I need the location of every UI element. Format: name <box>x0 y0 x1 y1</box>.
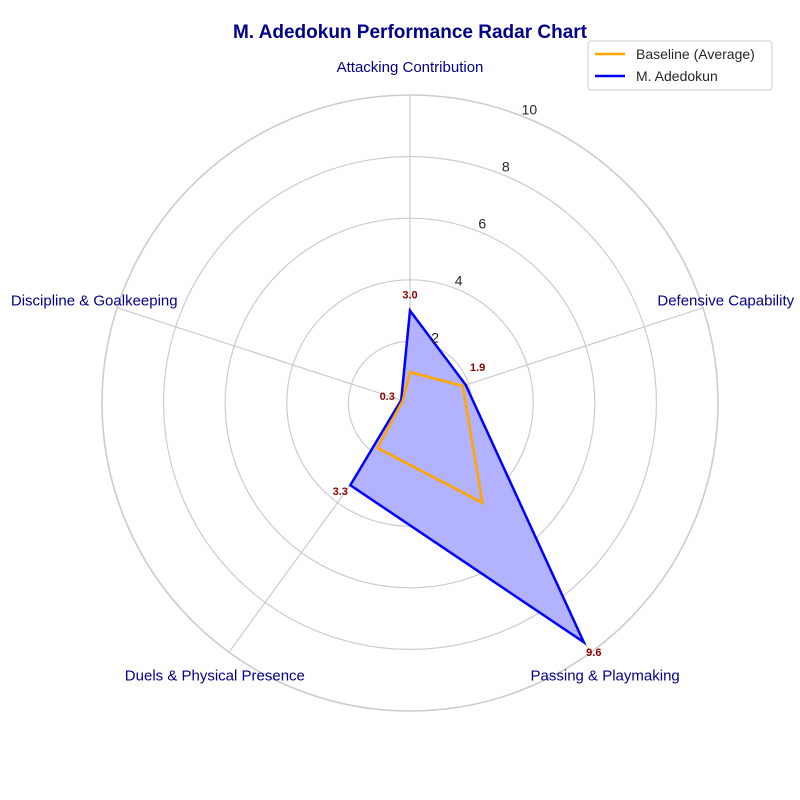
radar-labels: 2 4 6 8 10 Attacking Contribution Defensive Ca… <box>11 59 795 685</box>
axis-label: Duels & Physical Presence <box>125 668 305 685</box>
legend-label: M. Adedokun <box>636 68 718 84</box>
series-line-1 <box>348 307 587 646</box>
series-fill-1 <box>350 310 584 643</box>
value-label: 3.0 <box>402 290 417 302</box>
radial-tick-label: 8 <box>502 159 510 175</box>
axis-label: Discipline & Goalkeeping <box>11 292 178 309</box>
legend-label: Baseline (Average) <box>636 46 755 62</box>
value-label: 9.6 <box>586 647 601 659</box>
radial-tick-label: 2 <box>431 329 439 345</box>
chart-title: M. Adedokun Performance Radar Chart <box>233 22 588 43</box>
value-label: 3.3 <box>333 486 348 498</box>
radial-tick-label: 6 <box>478 216 486 232</box>
spoke-4 <box>116 307 411 404</box>
axis-label: Passing & Playmaking <box>531 668 680 685</box>
radial-tick-label: 4 <box>455 272 463 288</box>
legend: Baseline (Average) M. Adedokun <box>587 40 773 91</box>
series-line-baseline-over <box>375 370 485 505</box>
value-label: 1.9 <box>470 362 485 374</box>
legend-box <box>587 40 773 91</box>
radial-tick-label: 10 <box>522 102 538 118</box>
value-label: 0.3 <box>380 391 395 403</box>
radar-series <box>348 307 587 646</box>
axis-label: Attacking Contribution <box>337 59 484 76</box>
axis-label: Defensive Capability <box>657 292 794 309</box>
